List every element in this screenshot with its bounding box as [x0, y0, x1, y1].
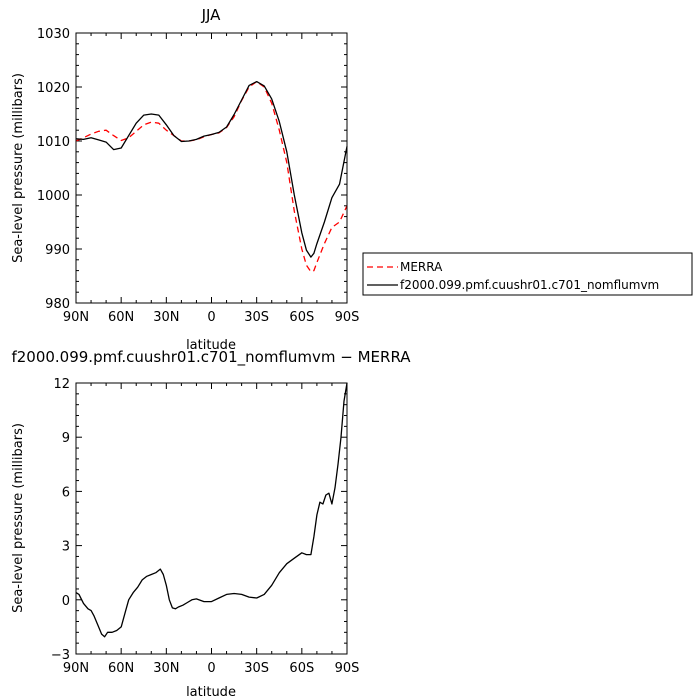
legend-label-model: f2000.099.pmf.cuushr01.c701_nomflumvm: [400, 278, 659, 292]
bottom-y-axis-label: Sea-level pressure (millibars): [11, 423, 26, 613]
top-y-tick-label: 1000: [37, 189, 70, 204]
top-x-tick-label: 60N: [108, 310, 134, 325]
top-x-axis-label: latitude: [186, 338, 236, 353]
top-y-tick-label: 980: [45, 297, 70, 312]
top-x-tick-label: 0: [207, 310, 215, 325]
top-x-tick-label: 30S: [244, 310, 269, 325]
bottom-x-tick-label: 30N: [153, 661, 179, 676]
top-x-tick-label: 30N: [153, 310, 179, 325]
top-series-line-0: [75, 80, 348, 273]
bottom-x-tick-label: 30S: [244, 661, 269, 676]
bottom-x-tick-label: 60N: [108, 661, 134, 676]
top-y-tick-label: 990: [45, 243, 70, 258]
bottom-x-tick-label: 90N: [63, 661, 89, 676]
top-x-tick-label: 90S: [335, 310, 360, 325]
legend: MERRA f2000.099.pmf.cuushr01.c701_nomflu…: [362, 252, 693, 296]
top-y-tick-label: 1020: [37, 81, 70, 96]
bottom-x-tick-label: 90S: [335, 661, 360, 676]
bottom-y-tick-label: −3: [51, 648, 70, 663]
bottom-y-tick-label: 0: [62, 594, 70, 609]
top-y-tick-label: 1010: [37, 135, 70, 150]
bottom-y-tick-label: 6: [62, 485, 70, 500]
bottom-y-tick-label: 12: [53, 377, 70, 392]
top-series-line-1: [75, 80, 348, 258]
top-plot-area: 90N 60N 30N 0 30S 60S 90S 980 990 1000 1010 1020 103…: [37, 27, 359, 325]
bottom-x-tick-label: 0: [207, 661, 215, 676]
top-x-tick-label: 90N: [63, 310, 89, 325]
legend-box: [362, 252, 693, 296]
top-y-tick-label: 1030: [37, 27, 70, 42]
bottom-x-axis-label: latitude: [186, 685, 236, 700]
bottom-plot-frame: [75, 382, 348, 655]
top-y-axis-label: Sea-level pressure (millibars): [11, 73, 26, 263]
bottom-x-tick-label: 60S: [289, 661, 314, 676]
bottom-y-tick-label: 3: [62, 540, 70, 555]
top-plot-frame: [75, 32, 348, 304]
bottom-plot-area: 90N 60N 30N 0 30S 60S 90S −3 0 3 6 9 12: [51, 377, 360, 676]
bottom-chart-title: f2000.099.pmf.cuushr01.c701_nomflumvm − …: [11, 348, 411, 367]
bottom-y-tick-label: 9: [62, 431, 70, 446]
top-x-tick-label: 60S: [289, 310, 314, 325]
legend-label-merra: MERRA: [400, 260, 443, 274]
top-chart-title: JJA: [201, 6, 222, 24]
bottom-series-line-0: [75, 382, 348, 638]
